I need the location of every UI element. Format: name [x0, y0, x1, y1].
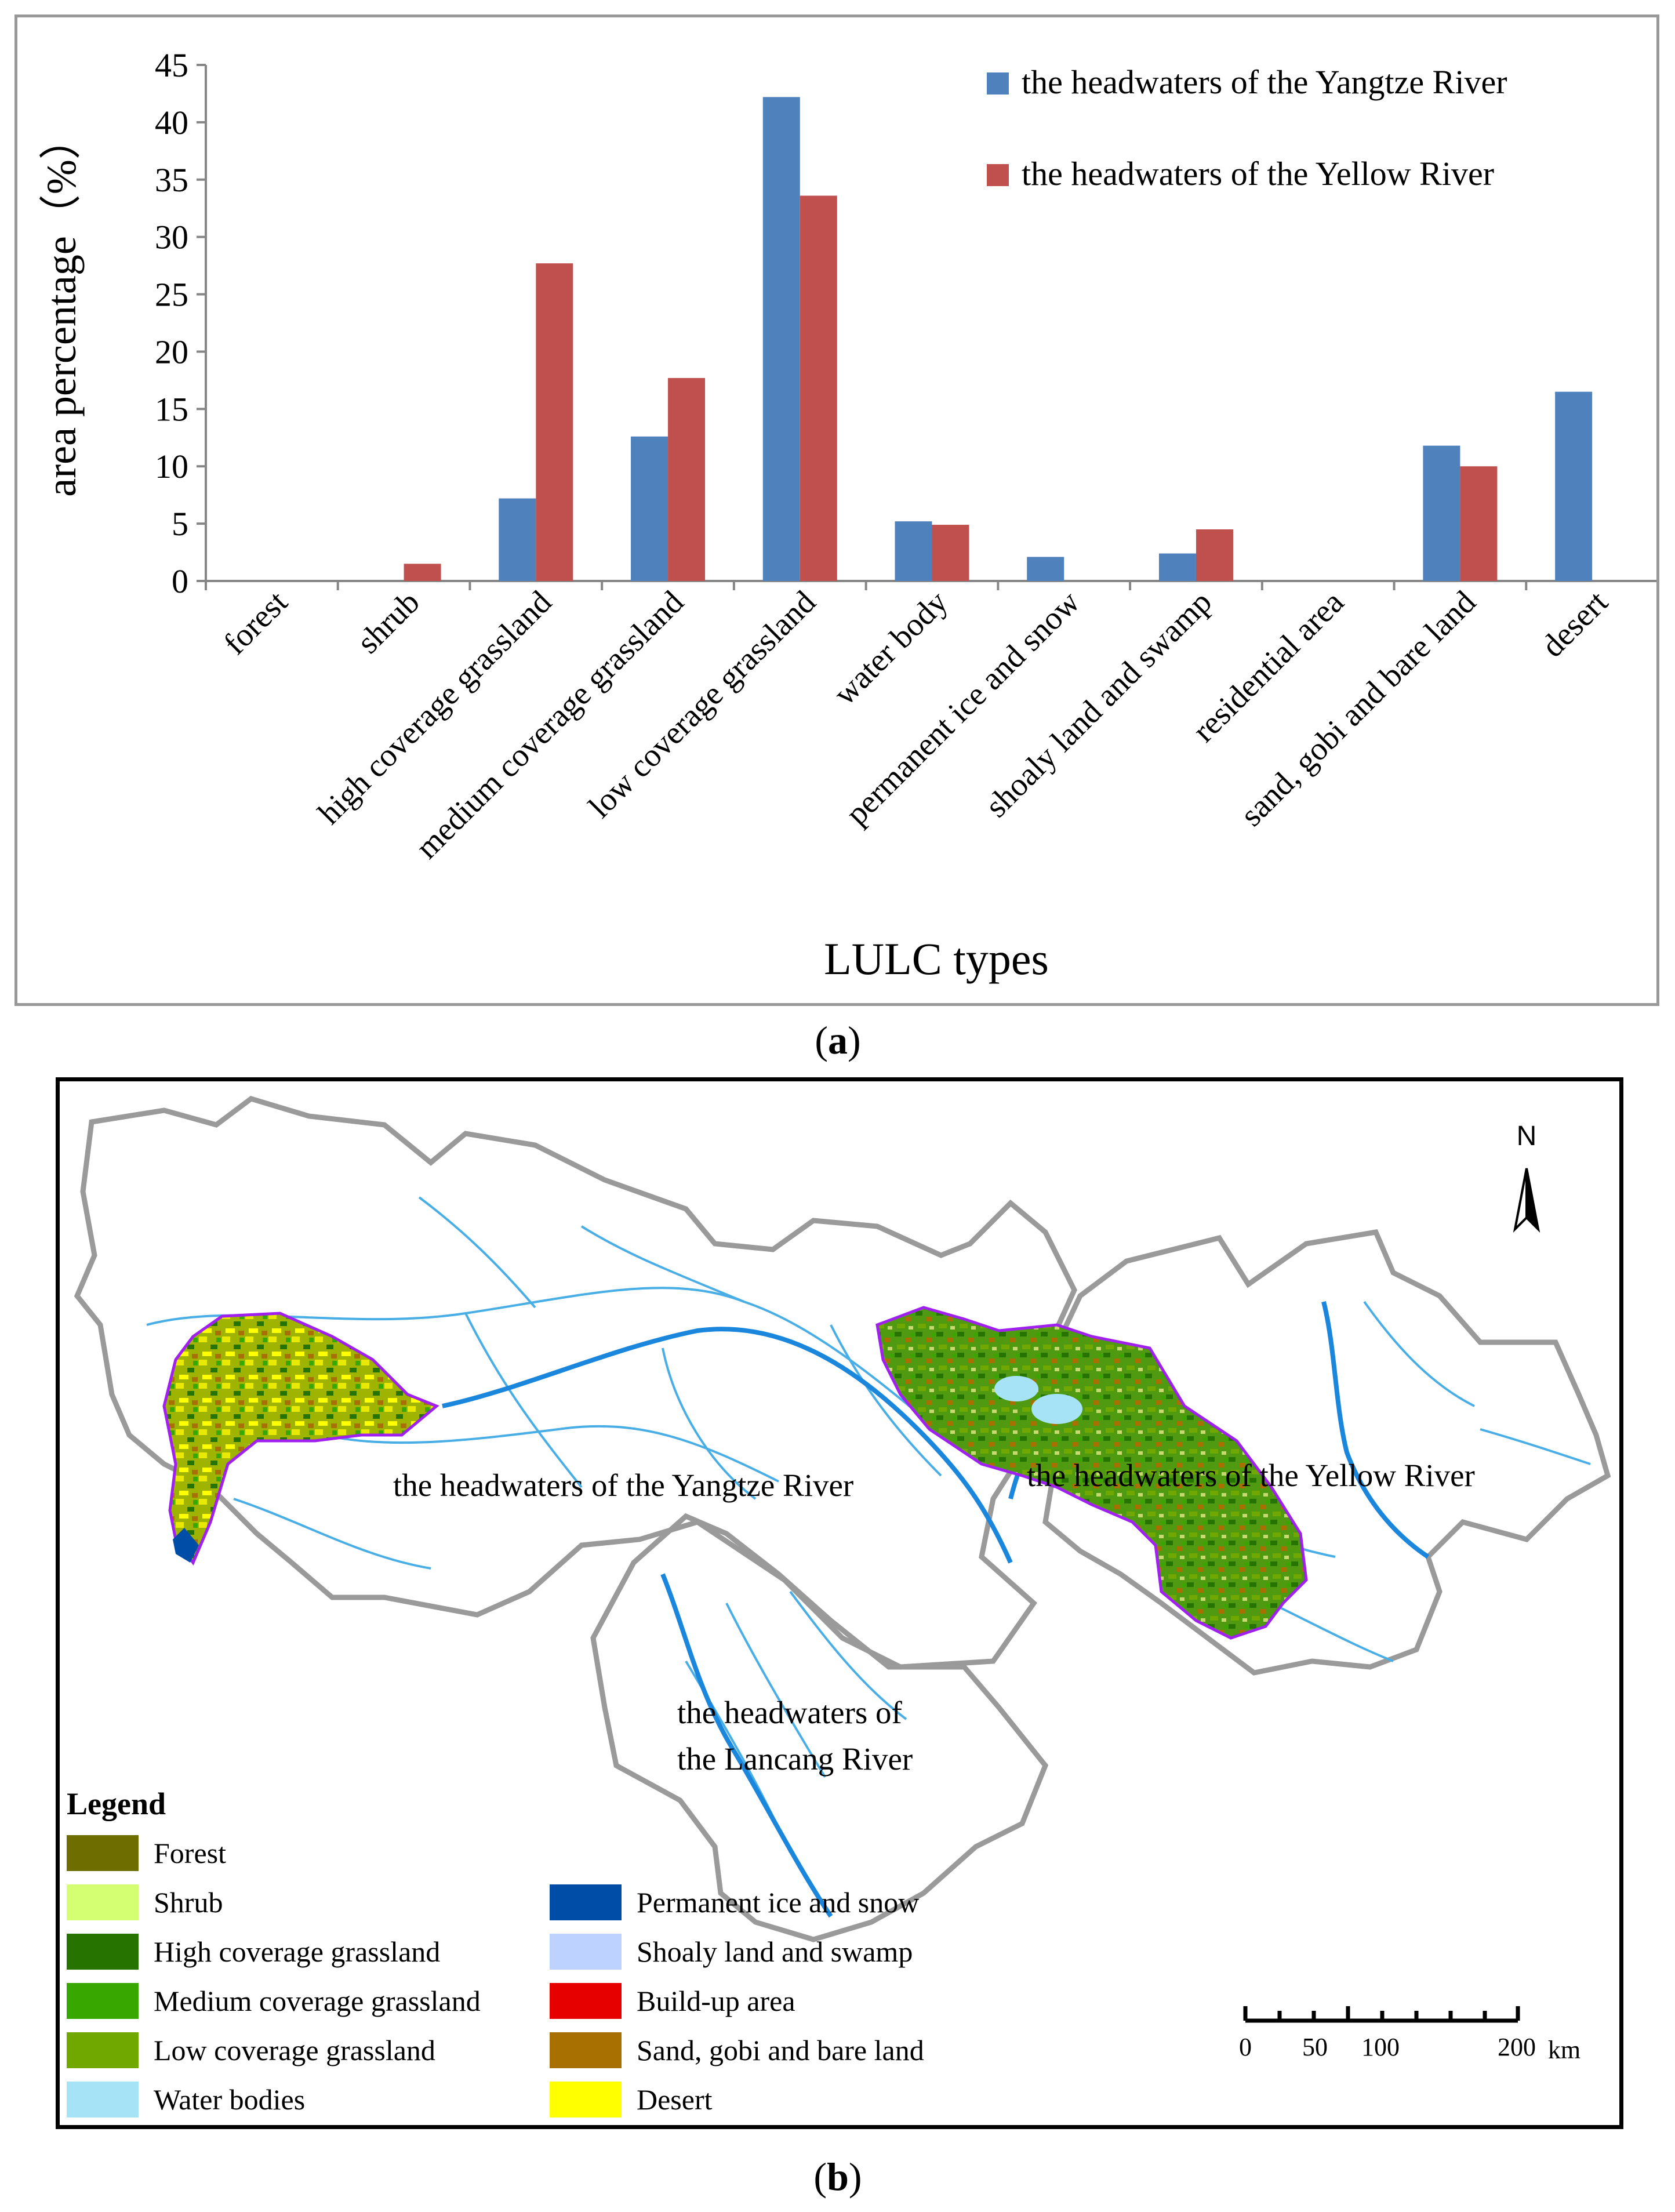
bar-yellow — [404, 564, 441, 581]
y-axis-label: area percentage（%） — [38, 118, 85, 497]
legend-label: Water bodies — [154, 2083, 306, 2116]
legend-swatch — [550, 1983, 622, 2019]
lake-gyaring — [994, 1376, 1038, 1401]
legend-swatch — [67, 1934, 139, 1970]
scale-bar — [1243, 2006, 1520, 2023]
legend-label: Forest — [154, 1837, 226, 1869]
north-label: N — [1517, 1121, 1537, 1152]
legend-label: High coverage grassland — [154, 1935, 441, 1968]
watershed-map: N 0 50 100 200 km — [74, 1096, 1611, 2064]
y-tick-label: 45 — [155, 46, 188, 84]
legend-label: Medium coverage grassland — [154, 1985, 481, 2017]
legend-label: Low coverage grassland — [154, 2034, 435, 2066]
legend-swatch-yangtze — [987, 72, 1009, 95]
y-tick-label: 40 — [155, 104, 188, 141]
x-tick-label: desert — [1535, 584, 1615, 664]
legend-label: Desert — [637, 2083, 713, 2116]
legend-label: Shrub — [154, 1886, 223, 1919]
x-tick-label: low coverage grassland — [582, 584, 822, 824]
y-tick-label: 0 — [172, 562, 188, 600]
legend-swatch — [67, 2082, 139, 2117]
bar-yellow — [668, 377, 706, 581]
yangtze-headwaters-lulc — [162, 1312, 439, 1566]
x-tick-label: sand, gobi and bare land — [1234, 584, 1483, 833]
caption-a-letter: a — [828, 1018, 848, 1062]
map-panel: N 0 50 100 200 km the headwaters of the … — [56, 1077, 1623, 2129]
label-yellow-headwaters: the headwaters of the Yellow River — [1027, 1458, 1475, 1493]
bar-yangtze — [1555, 391, 1593, 581]
legend-label: Sand, gobi and bare land — [637, 2034, 924, 2066]
legend-swatch — [67, 2032, 139, 2068]
bar-yellow — [800, 195, 837, 581]
y-tick-label: 25 — [155, 276, 188, 314]
bar-yangtze — [895, 521, 932, 581]
scale-tick-100: 100 — [1361, 2033, 1400, 2061]
yangtze-permanent-snow — [173, 1528, 199, 1563]
scale-tick-200: 200 — [1498, 2033, 1536, 2061]
y-tick-label: 5 — [172, 505, 188, 543]
bar-yellow — [1196, 529, 1233, 581]
legend-swatch — [550, 1884, 622, 1920]
x-tick-label: medium coverage grassland — [409, 584, 691, 866]
bar-yangtze — [762, 97, 800, 581]
bar-yellow — [536, 263, 573, 582]
caption-a: (a) — [815, 1018, 861, 1062]
label-lancang-headwaters-line1: the headwaters of — [677, 1695, 902, 1730]
x-tick-label: shrub — [350, 584, 427, 660]
legend-label: Build-up area — [637, 1985, 795, 2017]
bar-yangtze — [1423, 445, 1460, 581]
x-tick-label: permanent ice and snow — [839, 584, 1087, 832]
legend-swatch — [550, 2032, 622, 2068]
legend-swatch — [550, 1934, 622, 1970]
legend-label: Shoaly land and swamp — [637, 1935, 913, 1968]
legend-title: Legend — [67, 1786, 166, 1821]
scale-tick-0: 0 — [1239, 2033, 1252, 2061]
x-tick-label: shoaly land and swamp — [979, 584, 1219, 824]
legend-swatch-yellow — [987, 164, 1009, 186]
legend-swatch — [67, 1835, 139, 1871]
bar-yangtze — [1158, 553, 1196, 581]
bar-yangtze — [631, 436, 668, 581]
legend-swatch — [550, 2082, 622, 2117]
y-tick-label: 15 — [155, 390, 188, 428]
legend-label: Permanent ice and snow — [637, 1886, 920, 1919]
y-tick-label: 10 — [155, 448, 188, 485]
yellow-headwaters-lulc — [875, 1306, 1308, 1640]
chart-panel: 0 5 10 15 20 25 30 35 40 45 forest shrub high covera… — [14, 14, 1659, 1006]
bar-yangtze — [499, 498, 536, 581]
caption-b: (b) — [813, 2155, 862, 2199]
bar-yellow — [1460, 466, 1498, 581]
legend-swatch — [67, 1884, 139, 1920]
lancang-basin-outline — [590, 1513, 1049, 1942]
y-tick-label: 35 — [155, 161, 188, 199]
scale-unit: km — [1548, 2036, 1580, 2064]
bar-yellow — [932, 525, 969, 581]
x-tick-label: water body — [827, 584, 955, 712]
x-tick-label: forest — [217, 584, 295, 662]
x-axis-label: LULC types — [824, 934, 1049, 984]
lake-ngoring — [1031, 1394, 1082, 1424]
yellow-basin-outline — [1031, 1229, 1611, 1676]
bar-yangtze — [1027, 557, 1064, 581]
label-lancang-headwaters-line2: the Lancang River — [677, 1741, 913, 1777]
x-tick-label: high coverage grassland — [311, 584, 558, 831]
caption-b-letter: b — [827, 2155, 849, 2199]
scale-tick-50: 50 — [1302, 2033, 1328, 2061]
y-tick-label: 30 — [155, 219, 188, 256]
north-arrow-icon — [1513, 1168, 1540, 1233]
legend-label: the headwaters of the Yangtze River — [1022, 63, 1507, 101]
label-yangtze-headwaters: the headwaters of the Yangtze River — [393, 1468, 854, 1503]
legend-label: the headwaters of the Yellow River — [1022, 155, 1494, 192]
y-tick-label: 20 — [155, 333, 188, 371]
legend-swatch — [67, 1983, 139, 2019]
